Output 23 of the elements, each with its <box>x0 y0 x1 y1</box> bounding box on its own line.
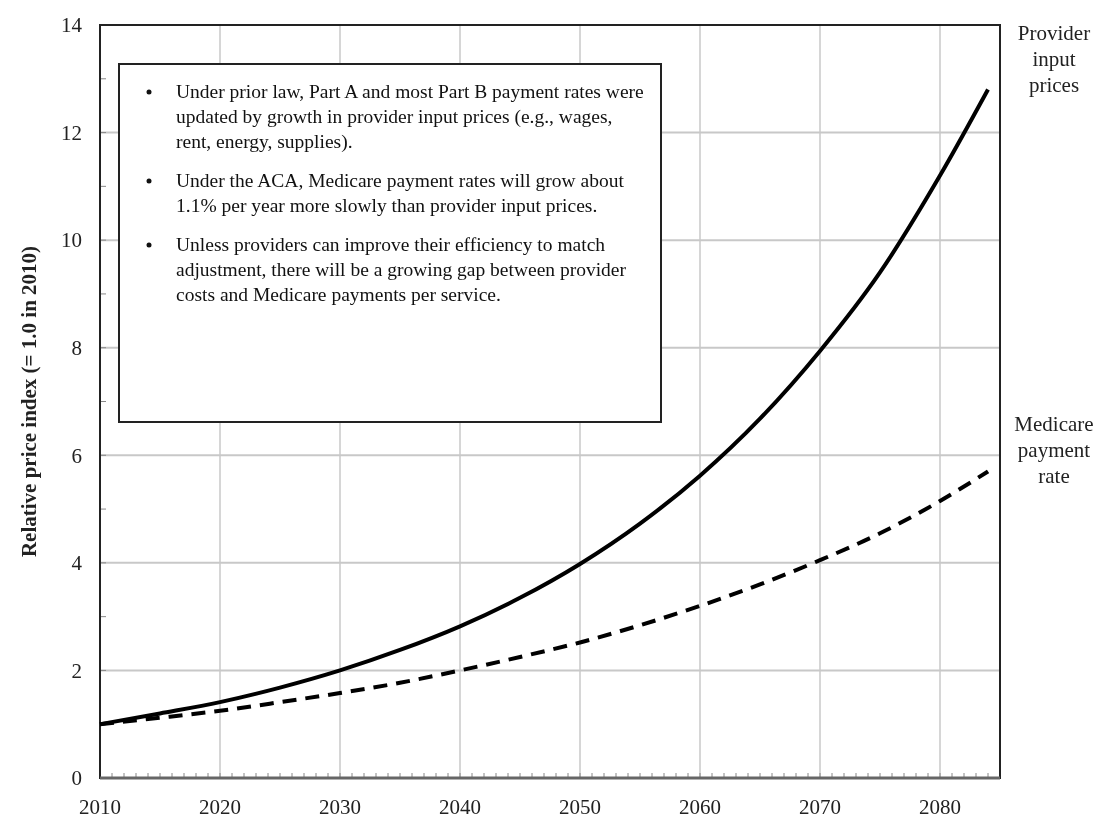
series-label: Provider input prices <box>1016 19 1092 98</box>
y-tick-label: 14 <box>61 13 83 38</box>
annotation: Under prior law, Part A and most Part B payment rates were updated by growth in provider input prices (e.g., wages, rent, energy, supplies). <box>176 79 645 154</box>
y-tick-label: 8 <box>71 336 82 361</box>
y-tick-label: 6 <box>71 443 82 468</box>
y-axis-title: Relative price index (= 1.0 in 2010) <box>17 245 41 558</box>
y-tick-label: 0 <box>71 766 82 791</box>
x-tick-label: 2080 <box>919 795 961 819</box>
x-tick-label: 2060 <box>679 795 721 819</box>
x-tick-label: 2050 <box>559 795 601 819</box>
x-tick-label: 2040 <box>439 795 481 819</box>
y-tick-label: 2 <box>71 658 82 683</box>
y-tick-label: 10 <box>61 228 82 253</box>
annotation: Unless providers can improve their efficiency to match adjustment, there will be a growing gap between provider costs and Medicare payments per service. <box>176 232 627 307</box>
annotation: Under the ACA, Medicare payment rates will grow about 1.1% per year more slowly than provider input prices. <box>176 168 625 218</box>
y-tick-label: 4 <box>71 551 83 576</box>
y-tick-label: 12 <box>61 120 82 145</box>
x-tick-label: 2010 <box>79 795 121 819</box>
series-label: Medicare payment rate <box>1013 411 1095 490</box>
x-tick-label: 2070 <box>799 795 841 819</box>
text-box: Under prior law, Part A and most Part B payment rates were updated by growth in provider input prices (e.g., wages, rent, energy, supplies). Under the ACA, Medicare payment rates will grow about 1.1% per year more slowly than provider input prices. Unless providers can improve their efficiency to match adjustment, there will be a growing gap between provider costs and Medicare payments per service. <box>118 62 662 423</box>
x-tick-label: 2020 <box>199 795 241 819</box>
x-tick-label: 2030 <box>319 795 361 819</box>
